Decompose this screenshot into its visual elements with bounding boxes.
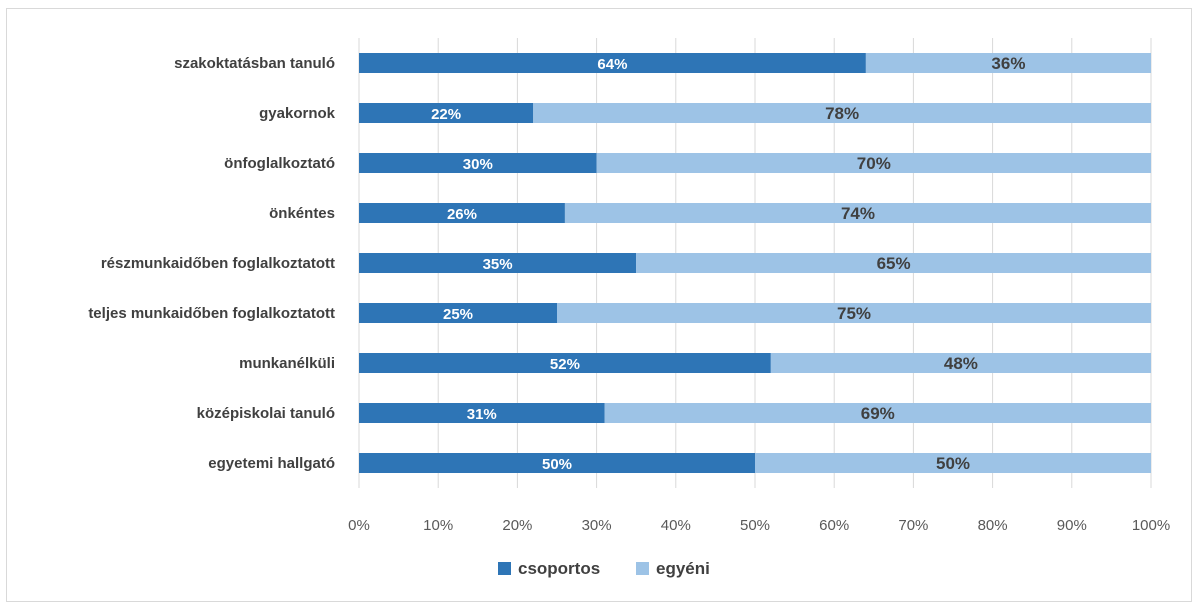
bar-segment: [359, 403, 605, 423]
data-label: 69%: [861, 404, 895, 423]
data-label: 65%: [877, 254, 911, 273]
bar-segment: [755, 453, 1151, 473]
bar-segment: [533, 103, 1151, 123]
bar-segment: [770, 353, 1151, 373]
data-label: 75%: [837, 304, 871, 323]
bar-segment: [359, 153, 597, 173]
legend-swatch: [498, 562, 511, 575]
bar-segment: [359, 353, 771, 373]
x-tick-label: 20%: [502, 517, 532, 534]
x-tick-label: 40%: [661, 517, 691, 534]
x-tick-label: 100%: [1132, 517, 1170, 534]
bar-segment: [636, 253, 1151, 273]
bar-segment: [359, 53, 866, 73]
legend-label: csoportos: [518, 559, 600, 578]
category-label: önfoglalkoztató: [224, 155, 335, 172]
data-label: 48%: [944, 354, 978, 373]
chart-frame: [6, 8, 1192, 602]
data-label: 25%: [443, 306, 473, 323]
data-label: 50%: [936, 454, 970, 473]
labels: 0% 10% 20% 30% 40% 50% 60% 70% 80% 90% 100% 64% 36% s…: [88, 54, 1170, 534]
x-tick-label: 70%: [898, 517, 928, 534]
x-tick-label: 80%: [978, 517, 1008, 534]
data-label: 31%: [467, 406, 497, 423]
x-tick-label: 50%: [740, 517, 770, 534]
data-label: 50%: [542, 456, 572, 473]
bar-segment: [557, 303, 1151, 323]
x-tick-label: 0%: [348, 517, 370, 534]
x-tick-label: 90%: [1057, 517, 1087, 534]
bar-segment: [359, 203, 565, 223]
legend-swatch: [636, 562, 649, 575]
bar-segment: [596, 153, 1151, 173]
bar-segment: [359, 453, 755, 473]
data-label: 30%: [463, 156, 493, 173]
category-label: munkanélküli: [239, 355, 335, 372]
bar-segment: [359, 303, 557, 323]
data-label: 22%: [431, 106, 461, 123]
bar-segment: [359, 103, 534, 123]
category-label: gyakornok: [259, 105, 336, 122]
category-label: szakoktatásban tanuló: [174, 55, 335, 72]
category-label: önkéntes: [269, 205, 335, 222]
bar-segment: [865, 53, 1151, 73]
bar-segment: [359, 253, 637, 273]
category-label: részmunkaidőben foglalkoztatott: [101, 255, 335, 272]
legend: csoportos egyéni: [498, 559, 710, 578]
data-label: 26%: [447, 206, 477, 223]
bar-segment: [604, 403, 1151, 423]
category-label: egyetemi hallgató: [208, 455, 335, 472]
bar-segment: [564, 203, 1151, 223]
x-tick-label: 60%: [819, 517, 849, 534]
data-label: 74%: [841, 204, 875, 223]
data-label: 35%: [483, 256, 513, 273]
data-label: 70%: [857, 154, 891, 173]
category-label: középiskolai tanuló: [197, 405, 335, 422]
data-label: 78%: [825, 104, 859, 123]
legend-label: egyéni: [656, 559, 710, 578]
x-tick-label: 10%: [423, 517, 453, 534]
data-label: 52%: [550, 356, 580, 373]
category-label: teljes munkaidőben foglalkoztatott: [88, 305, 335, 322]
data-label: 36%: [991, 54, 1025, 73]
data-label: 64%: [597, 56, 627, 73]
bars: [359, 53, 1151, 473]
x-tick-label: 30%: [582, 517, 612, 534]
